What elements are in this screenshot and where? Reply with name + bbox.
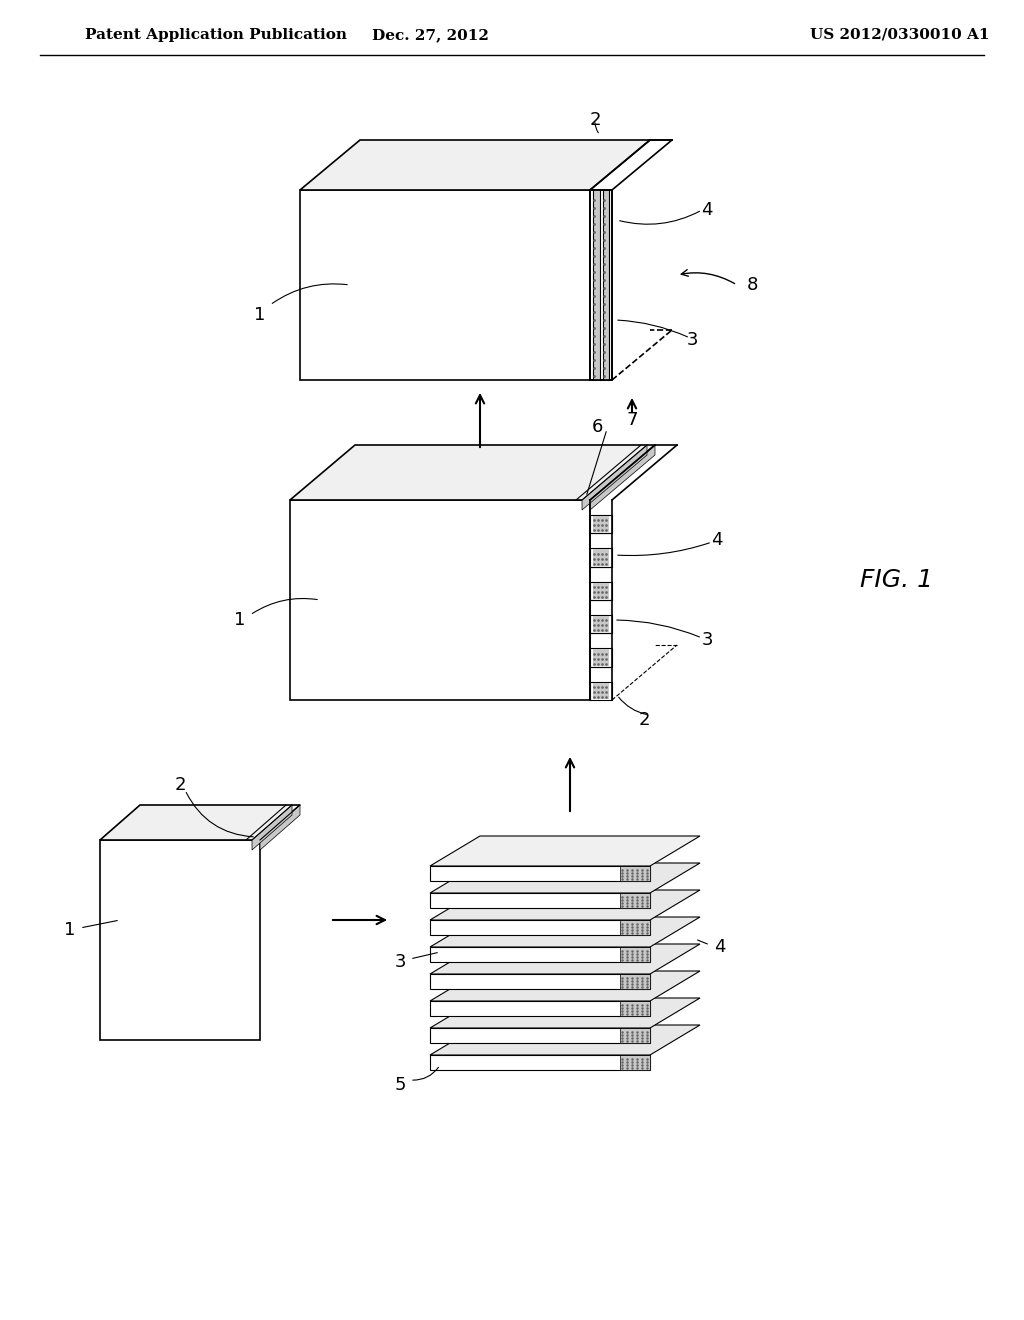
Text: FIG. 1: FIG. 1 bbox=[860, 568, 933, 591]
Text: 3: 3 bbox=[686, 331, 697, 348]
Polygon shape bbox=[290, 500, 590, 700]
Polygon shape bbox=[593, 190, 600, 380]
Polygon shape bbox=[430, 836, 700, 866]
Text: 3: 3 bbox=[394, 953, 406, 972]
Polygon shape bbox=[590, 648, 612, 667]
Text: 2: 2 bbox=[589, 111, 601, 129]
Polygon shape bbox=[430, 998, 700, 1028]
Polygon shape bbox=[620, 1028, 650, 1043]
Polygon shape bbox=[430, 944, 700, 974]
Text: Dec. 27, 2012: Dec. 27, 2012 bbox=[372, 28, 488, 42]
Polygon shape bbox=[593, 616, 609, 632]
Text: 4: 4 bbox=[701, 201, 713, 219]
Text: 4: 4 bbox=[712, 531, 723, 549]
Text: 2: 2 bbox=[638, 711, 650, 729]
Polygon shape bbox=[430, 894, 650, 908]
Polygon shape bbox=[300, 140, 650, 190]
Polygon shape bbox=[100, 840, 260, 1040]
Text: 1: 1 bbox=[254, 306, 265, 323]
Polygon shape bbox=[593, 682, 609, 700]
Polygon shape bbox=[290, 445, 655, 500]
Polygon shape bbox=[430, 1028, 650, 1043]
Text: 2: 2 bbox=[174, 776, 185, 795]
Text: 1: 1 bbox=[65, 921, 76, 939]
Polygon shape bbox=[430, 1055, 650, 1071]
Polygon shape bbox=[430, 946, 650, 962]
Text: 8: 8 bbox=[746, 276, 758, 294]
Polygon shape bbox=[430, 972, 700, 1001]
Polygon shape bbox=[430, 890, 700, 920]
Text: 1: 1 bbox=[234, 611, 246, 630]
Polygon shape bbox=[260, 805, 300, 850]
Polygon shape bbox=[430, 917, 700, 946]
Polygon shape bbox=[620, 1055, 650, 1071]
Text: 3: 3 bbox=[701, 631, 713, 649]
Polygon shape bbox=[590, 515, 612, 533]
Polygon shape bbox=[603, 190, 609, 380]
Polygon shape bbox=[430, 920, 650, 935]
Polygon shape bbox=[430, 866, 650, 880]
Polygon shape bbox=[620, 894, 650, 908]
Polygon shape bbox=[590, 615, 612, 634]
Polygon shape bbox=[590, 681, 612, 700]
Polygon shape bbox=[593, 549, 609, 566]
Polygon shape bbox=[620, 866, 650, 880]
Polygon shape bbox=[100, 805, 300, 840]
Polygon shape bbox=[590, 445, 655, 510]
Polygon shape bbox=[300, 190, 590, 380]
Polygon shape bbox=[430, 1001, 650, 1016]
Polygon shape bbox=[430, 863, 700, 894]
Text: 6: 6 bbox=[591, 418, 603, 436]
Text: 4: 4 bbox=[715, 939, 726, 956]
Polygon shape bbox=[252, 805, 292, 850]
Polygon shape bbox=[430, 974, 650, 989]
Text: US 2012/0330010 A1: US 2012/0330010 A1 bbox=[810, 28, 990, 42]
Polygon shape bbox=[590, 548, 612, 566]
Polygon shape bbox=[593, 649, 609, 665]
Text: Patent Application Publication: Patent Application Publication bbox=[85, 28, 347, 42]
Polygon shape bbox=[620, 920, 650, 935]
Text: 5: 5 bbox=[394, 1076, 406, 1094]
Polygon shape bbox=[590, 190, 612, 380]
Polygon shape bbox=[620, 974, 650, 989]
Polygon shape bbox=[593, 582, 609, 599]
Polygon shape bbox=[620, 946, 650, 962]
Polygon shape bbox=[582, 445, 647, 510]
Polygon shape bbox=[430, 1026, 700, 1055]
Text: 7: 7 bbox=[627, 411, 638, 429]
Polygon shape bbox=[620, 1001, 650, 1016]
Polygon shape bbox=[593, 516, 609, 532]
Polygon shape bbox=[590, 582, 612, 601]
